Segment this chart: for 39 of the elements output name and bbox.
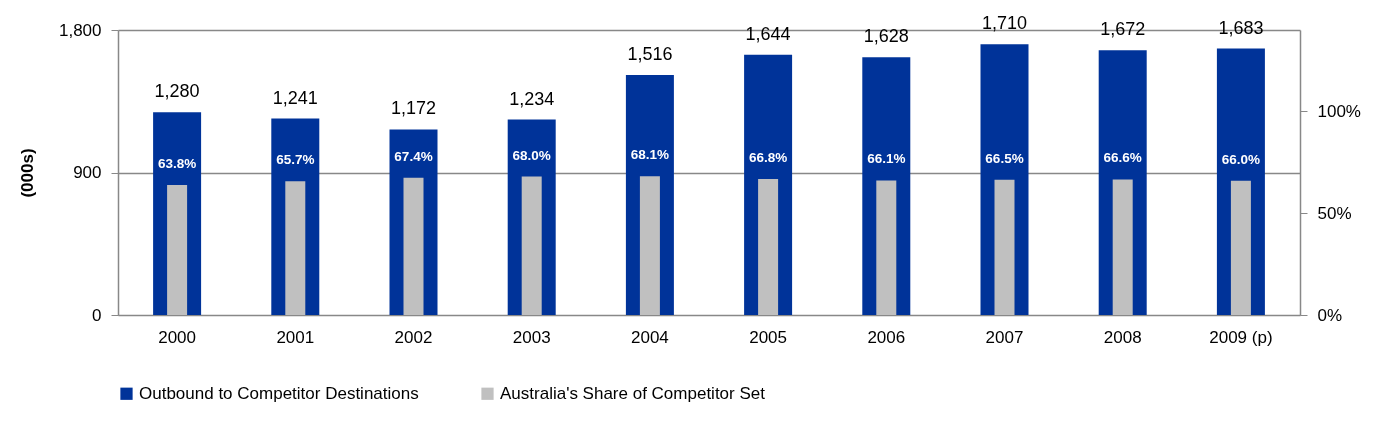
x-tick-label: 2004 xyxy=(630,327,669,347)
data-label: 67.4% xyxy=(394,148,433,164)
data-label: 1,234 xyxy=(509,88,555,109)
data-label: 66.5% xyxy=(985,150,1024,166)
y-tick-label: 1,800 xyxy=(58,20,102,40)
x-tick-label: 2000 xyxy=(158,327,197,347)
data-label: 1,280 xyxy=(154,81,200,102)
data-label: 1,628 xyxy=(863,26,909,47)
x-tick-label: 2003 xyxy=(512,327,551,347)
data-label: 1,710 xyxy=(981,13,1028,34)
data-label: 66.8% xyxy=(748,150,788,166)
data-label: 1,172 xyxy=(390,98,437,119)
y-axis-title: (000s) xyxy=(17,148,37,198)
legend-label: Outbound to Competitor Destinations xyxy=(139,383,419,403)
y2-tick-label: 100% xyxy=(1317,101,1361,121)
x-tick-label: 2005 xyxy=(749,327,788,347)
y2-tick-label: 50% xyxy=(1317,203,1352,223)
data-label: 1,516 xyxy=(627,43,673,64)
x-tick-label: 2009 (p) xyxy=(1209,327,1273,347)
y2-tick-label: 0% xyxy=(1317,305,1343,325)
x-tick-label: 2006 xyxy=(867,327,906,347)
data-label: 68.1% xyxy=(630,147,670,163)
data-label: 1,644 xyxy=(745,23,791,44)
data-label: 66.1% xyxy=(867,151,906,167)
data-label: 66.6% xyxy=(1103,150,1142,166)
x-tick-label: 2001 xyxy=(276,327,315,347)
y-tick-label: 0 xyxy=(92,305,102,325)
data-label: 65.7% xyxy=(276,152,315,168)
data-label: 68.0% xyxy=(512,147,551,163)
data-label: 1,241 xyxy=(272,87,318,108)
data-label: 1,683 xyxy=(1218,17,1264,38)
data-label: 66.0% xyxy=(1221,151,1261,167)
data-label: 63.8% xyxy=(157,156,197,172)
x-tick-label: 2008 xyxy=(1103,327,1142,347)
data-label: 1,672 xyxy=(1100,19,1146,40)
x-tick-label: 2007 xyxy=(985,327,1024,347)
y-tick-label: 900 xyxy=(73,163,102,182)
x-tick-label: 2002 xyxy=(394,327,433,347)
legend-label: Australia's Share of Competitor Set xyxy=(500,383,766,403)
